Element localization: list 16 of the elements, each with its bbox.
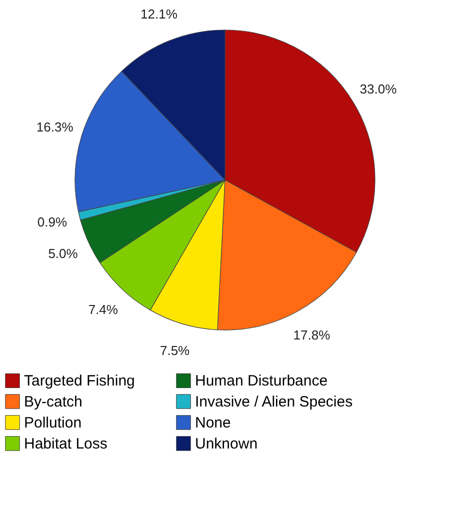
data-label: 0.9% <box>37 214 68 230</box>
data-label: 7.4% <box>88 302 118 317</box>
data-label: 7.5% <box>160 342 190 358</box>
legend-label: Human Disturbance <box>195 372 328 390</box>
data-label: 33.0% <box>360 81 398 96</box>
legend-label: None <box>195 414 231 432</box>
legend-label: Invasive / Alien Species <box>195 394 353 410</box>
data-label: 12.1% <box>140 6 178 22</box>
data-label: 17.8% <box>293 327 331 342</box>
data-label: 5.0% <box>48 246 78 261</box>
legend-label: By-catch <box>24 394 82 410</box>
legend-label: Unknown <box>195 436 258 452</box>
legend-label: Habitat Loss <box>24 436 108 452</box>
data-label: 16.3% <box>36 120 74 135</box>
legend-label: Pollution <box>24 414 82 432</box>
legend-label: Targeted Fishing <box>24 372 135 390</box>
